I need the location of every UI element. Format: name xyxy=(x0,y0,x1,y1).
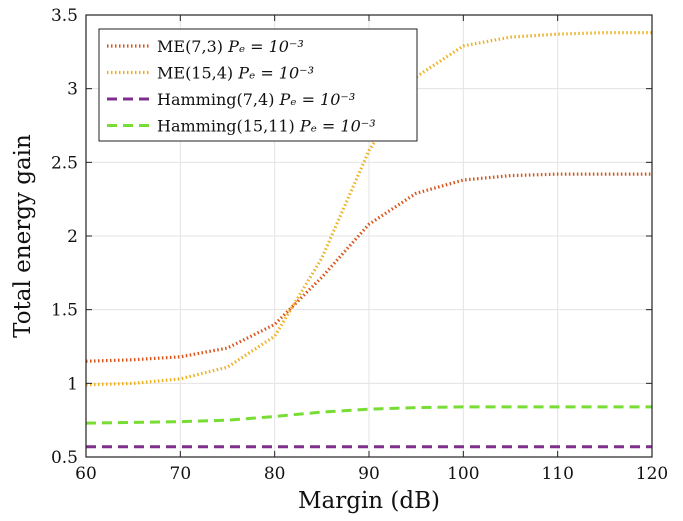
legend-math: Pₑ = 10⁻³ xyxy=(299,117,376,136)
legend-box xyxy=(98,28,418,142)
series-layer xyxy=(85,31,652,449)
y-tick-label: 0.5 xyxy=(51,448,78,468)
y-tick-label: 3.5 xyxy=(51,6,78,26)
legend-math: Pₑ = 10⁻³ xyxy=(227,37,304,56)
series-line-1 xyxy=(85,31,652,387)
legend-entry-2: Hamming(7,4) Pₑ = 10⁻³ xyxy=(157,90,355,109)
legend-entry-3: Hamming(15,11) Pₑ = 10⁻³ xyxy=(157,117,376,136)
x-axis-title: Margin (dB) xyxy=(298,488,440,514)
x-tick-label: 120 xyxy=(636,464,668,484)
series-line-3 xyxy=(85,405,652,425)
x-tick-label: 60 xyxy=(75,464,97,484)
legend-math: Pₑ = 10⁻³ xyxy=(279,90,356,109)
x-tick-label: 100 xyxy=(447,464,479,484)
x-tick-label: 110 xyxy=(541,464,573,484)
legend-label: ME(7,3) xyxy=(157,37,228,56)
y-tick-label: 3 xyxy=(67,80,78,100)
y-tick-label: 1.5 xyxy=(51,301,78,321)
legend-entry-1: ME(15,4) Pₑ = 10⁻³ xyxy=(157,64,314,83)
legend-math: Pₑ = 10⁻³ xyxy=(237,64,314,83)
axes: 60 70 80 90 100 110 120 0.5 1 1.5 2 2.5 3 3.5 xyxy=(51,6,668,484)
legend-entry-0: ME(7,3) Pₑ = 10⁻³ xyxy=(157,37,304,56)
y-tick-label: 1 xyxy=(67,374,78,394)
x-tick-label: 90 xyxy=(358,464,380,484)
legend-label: Hamming(7,4) xyxy=(157,90,280,109)
legend-label: ME(15,4) xyxy=(157,64,238,83)
x-tick-label: 80 xyxy=(264,464,286,484)
series-line-0 xyxy=(85,172,652,363)
legend-label: Hamming(15,11) xyxy=(157,117,300,136)
legend: ME(7,3) Pₑ = 10⁻³ME(15,4) Pₑ = 10⁻³Hammi… xyxy=(98,28,418,142)
y-axis-title: Total energy gain xyxy=(10,134,36,338)
y-tick-label: 2.5 xyxy=(51,153,78,173)
y-tick-label: 2 xyxy=(67,227,78,247)
x-tick-label: 70 xyxy=(170,464,192,484)
